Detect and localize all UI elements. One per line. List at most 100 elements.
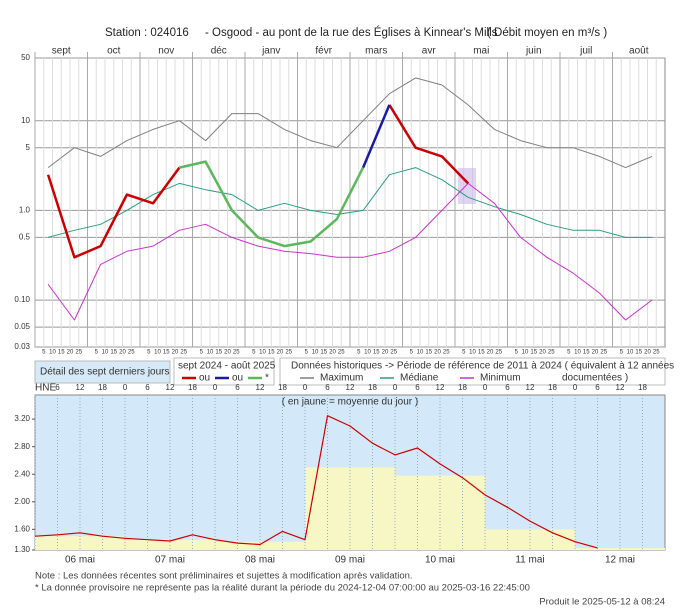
hour-tick-label: 6 xyxy=(505,383,510,392)
day-tick-label: 15 xyxy=(215,350,222,356)
history-box xyxy=(279,357,666,386)
day-tick-label: 5 xyxy=(305,350,309,356)
day-label: 10 mai xyxy=(425,555,455,566)
day-tick-label: 10 xyxy=(49,350,56,356)
day-tick-label: 15 xyxy=(373,350,380,356)
hour-axis-label: HNE xyxy=(35,383,56,394)
day-tick-label: 10 xyxy=(522,350,529,356)
y-tick-label: 1.60 xyxy=(14,524,30,533)
day-tick-label: 25 xyxy=(75,350,82,356)
legend-label: Médiane xyxy=(400,373,439,384)
day-tick-label: 10 xyxy=(312,350,319,356)
current-period: sept 2024 - août 2025 xyxy=(178,361,276,372)
day-tick-label: 5 xyxy=(567,350,571,356)
day-tick-label: 25 xyxy=(390,350,397,356)
daily-mean xyxy=(35,536,125,550)
day-label: 12 mai xyxy=(605,555,635,566)
day-tick-label: 10 xyxy=(154,350,161,356)
hour-tick-label: 12 xyxy=(436,383,445,392)
history-note: Données historiques -> Période de référe… xyxy=(291,361,674,372)
day-tick-label: 25 xyxy=(338,350,345,356)
footer-note: Note : Les données récentes sont prélimi… xyxy=(35,571,413,582)
day-tick-label: 20 xyxy=(487,350,494,356)
hour-tick-label: 12 xyxy=(256,383,265,392)
series-line xyxy=(388,104,469,185)
hour-tick-label: 18 xyxy=(188,383,197,392)
day-tick-label: 10 xyxy=(207,350,214,356)
day-tick-label: 5 xyxy=(147,350,151,356)
hour-tick-label: 12 xyxy=(526,383,535,392)
hour-tick-label: 12 xyxy=(166,383,175,392)
hour-tick-label: 18 xyxy=(98,383,107,392)
day-label: 07 mai xyxy=(155,555,185,566)
y-tick-label: 1.30 xyxy=(14,545,30,554)
day-tick-label: 20 xyxy=(434,350,441,356)
month-label: juil xyxy=(579,46,592,57)
hour-tick-label: 6 xyxy=(595,383,600,392)
hour-tick-label: 6 xyxy=(235,383,240,392)
day-tick-label: 20 xyxy=(119,350,126,356)
y-tick-label: 50 xyxy=(21,53,30,62)
y-tick-label: 0.5 xyxy=(19,233,31,242)
day-tick-label: 5 xyxy=(95,350,99,356)
day-tick-label: 20 xyxy=(329,350,336,356)
series-line xyxy=(47,182,653,321)
title-station: Station : 024016 xyxy=(105,27,189,39)
day-label: 06 mai xyxy=(65,555,95,566)
day-tick-label: 15 xyxy=(635,350,642,356)
history-note-2: documentées ) xyxy=(562,373,628,384)
y-tick-label: 5 xyxy=(26,143,31,152)
day-tick-label: 15 xyxy=(58,350,65,356)
day-tick-label: 5 xyxy=(620,350,624,356)
daily-mean xyxy=(125,539,215,550)
hour-tick-label: 12 xyxy=(76,383,85,392)
series-line xyxy=(361,104,391,169)
day-tick-label: 5 xyxy=(200,350,204,356)
month-label: févr xyxy=(315,46,332,57)
day-tick-label: 25 xyxy=(495,350,502,356)
hour-tick-label: 0 xyxy=(123,383,128,392)
day-tick-label: 15 xyxy=(163,350,170,356)
hour-tick-label: 6 xyxy=(325,383,330,392)
month-label: janv xyxy=(261,46,280,57)
hour-tick-label: 12 xyxy=(346,383,355,392)
y-tick-label: 2.00 xyxy=(14,497,30,506)
day-tick-label: 10 xyxy=(102,350,109,356)
day-tick-label: 15 xyxy=(320,350,327,356)
day-tick-label: 15 xyxy=(268,350,275,356)
day-tick-label: 20 xyxy=(172,350,179,356)
y-tick-label: 3.20 xyxy=(14,414,30,423)
day-tick-label: 20 xyxy=(644,350,651,356)
current-box xyxy=(173,357,275,386)
series-line xyxy=(46,166,181,259)
day-tick-label: 20 xyxy=(592,350,599,356)
hour-tick-label: 0 xyxy=(213,383,218,392)
day-tick-label: 20 xyxy=(382,350,389,356)
day-tick-label: 25 xyxy=(128,350,135,356)
detail-label: Détail des sept derniers jours xyxy=(40,367,170,378)
hour-tick-label: 18 xyxy=(638,383,647,392)
month-label: avr xyxy=(422,46,437,57)
month-label: juin xyxy=(525,46,542,57)
hour-tick-label: 0 xyxy=(573,383,578,392)
y-tick-label: 2.40 xyxy=(14,469,30,478)
day-tick-label: 10 xyxy=(574,350,581,356)
day-tick-label: 10 xyxy=(259,350,266,356)
day-tick-label: 10 xyxy=(469,350,476,356)
day-tick-label: 5 xyxy=(515,350,519,356)
hour-tick-label: 0 xyxy=(483,383,488,392)
day-tick-label: 25 xyxy=(600,350,607,356)
day-label: 08 mai xyxy=(245,555,275,566)
day-tick-label: 5 xyxy=(462,350,466,356)
hour-tick-label: 0 xyxy=(303,383,308,392)
legend-label: ou xyxy=(232,373,243,384)
day-tick-label: 15 xyxy=(425,350,432,356)
legend-label: * xyxy=(265,373,269,384)
y-tick-label: 0.03 xyxy=(14,342,30,351)
day-tick-label: 20 xyxy=(539,350,546,356)
y-tick-label: 0.10 xyxy=(14,295,30,304)
day-tick-label: 20 xyxy=(277,350,284,356)
month-label: août xyxy=(629,46,649,57)
hour-tick-label: 6 xyxy=(415,383,420,392)
